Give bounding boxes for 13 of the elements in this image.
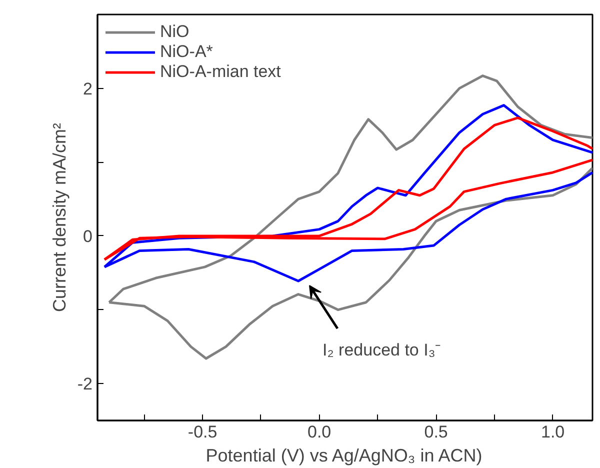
- legend-label: NiO: [160, 22, 190, 42]
- annotation: I₂ reduced to I₃⁻: [322, 340, 442, 360]
- y-tick-label: 2: [83, 79, 93, 98]
- x-tick-label: 1.0: [540, 422, 565, 442]
- legend-label: NiO-A*: [160, 42, 213, 62]
- y-axis-title: Current density mA/cm²: [49, 122, 70, 312]
- x-tick-label: 0.0: [308, 422, 332, 442]
- x-axis-title: Potential (V) vs Ag/AgNO₃ in ACN): [206, 446, 482, 466]
- y-tick-label: 0: [83, 226, 93, 246]
- y-tick-label: -2: [77, 374, 93, 394]
- x-tick-label: -0.5: [188, 422, 218, 442]
- legend-label: NiO-A-mian text: [160, 62, 281, 82]
- x-tick-label: 0.5: [424, 422, 448, 442]
